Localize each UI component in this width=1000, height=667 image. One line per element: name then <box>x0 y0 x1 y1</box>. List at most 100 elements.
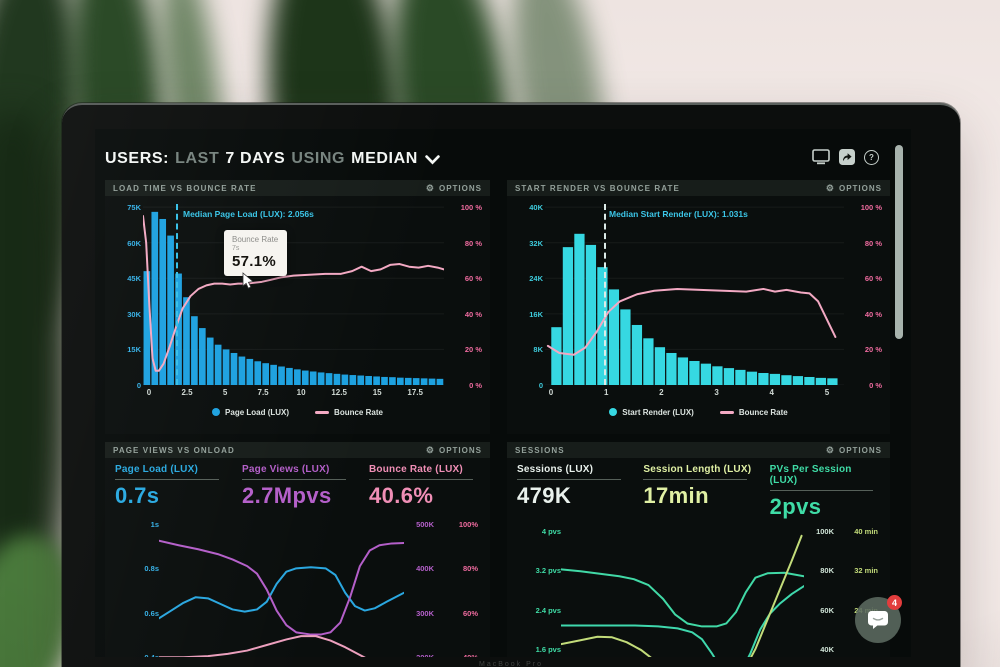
y-axis-label: 40% <box>434 653 478 657</box>
metric-value: 0.7s <box>115 483 160 508</box>
display-icon[interactable] <box>812 149 830 165</box>
x-axis-label: 3 <box>714 388 719 397</box>
legend-swatch-line <box>315 410 330 414</box>
page-load-lux-line <box>159 567 404 618</box>
panel-title: SESSIONS <box>515 445 565 455</box>
plot-area[interactable] <box>545 200 844 385</box>
title-part: MEDIAN <box>351 150 418 167</box>
bounce-rate-lux-line <box>159 636 404 657</box>
histogram-bar <box>412 378 420 385</box>
y-axis-label: 0.4s <box>117 653 159 657</box>
title-part: LAST <box>175 150 220 167</box>
chat-button[interactable]: 4 <box>855 595 902 643</box>
options-button[interactable]: ⚙ OPTIONS <box>426 445 482 455</box>
histogram-bar <box>317 372 325 385</box>
x-axis-label: 0 <box>146 388 152 397</box>
metric-value: 17min <box>643 483 709 508</box>
tooltip-label: Bounce Rate <box>232 235 279 244</box>
metric-value: 479K <box>517 483 572 508</box>
histogram-bar <box>373 376 380 385</box>
chevron-down-icon[interactable] <box>425 155 440 165</box>
panel-title: LOAD TIME VS BOUNCE RATE <box>113 183 257 193</box>
pvs-per-session-lux-line <box>561 569 804 626</box>
legend-swatch-line <box>719 410 734 414</box>
histogram-bar <box>286 367 293 385</box>
y-axis-label: 60 % <box>864 274 882 284</box>
metric-row: Sessions (LUX) 479K Session Length (LUX) 17… <box>507 458 890 522</box>
median-annotation: Median Page Load (LUX): 2.056s <box>183 209 314 219</box>
title-part: 7 DAYS <box>225 150 286 167</box>
metric-session-length-lux: Session Length (LUX) 17min <box>643 464 753 520</box>
y-axis-left: 75K 60K 45K 30K 15K 0 <box>111 200 143 390</box>
y-axis-label: 1s <box>150 519 159 529</box>
x-axis: 0 2.5 5 7.5 10 12.5 15 17.5 <box>146 388 438 401</box>
y-axis-label: 40 % <box>864 309 882 319</box>
gear-icon: ⚙ <box>425 182 435 193</box>
histogram-bar <box>666 352 677 385</box>
y-axis-left: 1s 0.8s 0.6s 0.4s <box>117 515 159 657</box>
histogram-bar <box>792 376 804 385</box>
histogram-bar <box>183 297 190 385</box>
plot-area[interactable] <box>159 515 404 657</box>
page-title[interactable]: USERS: LAST 7 DAYS USING MEDIAN <box>105 150 418 168</box>
y-axis-label: 100% <box>458 519 478 529</box>
legend-label: Bounce Rate <box>738 407 788 417</box>
histogram-bar <box>167 235 174 385</box>
median-line <box>604 203 607 385</box>
legend-swatch-dot <box>212 408 221 416</box>
histogram-bar <box>175 273 182 385</box>
histogram-bar <box>349 375 357 385</box>
histogram-bar <box>143 271 151 385</box>
plot-svg <box>143 200 444 385</box>
options-button[interactable]: ⚙ OPTIONS <box>826 445 882 455</box>
x-axis-label: 17.5 <box>407 388 423 397</box>
tooltip: Bounce Rate 7s 57.1% <box>224 230 288 276</box>
chart-pageviews[interactable]: 1s 0.8s 0.6s 0.4s 500K 400K 300K 200K 100% 80% 60%… <box>105 511 490 657</box>
metric-underline <box>115 479 220 480</box>
plot-area[interactable] <box>561 526 804 657</box>
histogram-bar <box>562 247 574 385</box>
options-button[interactable]: ⚙ OPTIONS <box>826 183 882 193</box>
histogram-bar <box>608 289 620 385</box>
plot-area[interactable] <box>143 200 444 385</box>
histogram-bar <box>804 376 815 385</box>
legend-item[interactable]: Page Load (LUX) <box>212 408 289 417</box>
histogram-bar <box>214 344 222 385</box>
x-axis-label: 2.5 <box>181 388 193 397</box>
y-axis-label: 0 <box>538 381 543 390</box>
share-icon[interactable] <box>839 149 855 165</box>
metric-label: Sessions (LUX) <box>517 464 594 475</box>
histogram-bar <box>420 378 428 385</box>
histogram-bar <box>428 378 436 385</box>
y-axis-label: 32 min <box>854 566 878 576</box>
y-axis-label: 1.6 pvs <box>535 645 561 655</box>
histogram-bar <box>151 211 159 385</box>
median-annotation: Median Start Render (LUX): 1.031s <box>609 209 748 219</box>
x-axis-label: 12.5 <box>331 388 347 397</box>
x-axis-label: 5 <box>222 388 228 397</box>
dashboard-header: USERS: LAST 7 DAYS USING MEDIAN ? <box>105 143 901 175</box>
histogram-bar <box>389 377 396 385</box>
legend-item[interactable]: Bounce Rate <box>719 407 788 417</box>
y-axis-label: 60K <box>820 605 834 615</box>
scrollbar[interactable] <box>895 145 903 339</box>
header-icon-group: ? <box>812 149 879 165</box>
chart-sessions[interactable]: 4 pvs 3.2 pvs 2.4 pvs 1.6 pvs 100K 80K 60K 40K 4… <box>507 522 890 657</box>
options-button[interactable]: ⚙ OPTIONS <box>425 182 482 193</box>
sessions-lux-line <box>561 586 804 657</box>
y-axis-label: 40 min <box>854 526 878 536</box>
legend-item[interactable]: Bounce Rate <box>315 408 383 417</box>
histogram-bar <box>585 244 597 385</box>
legend-item[interactable]: Start Render (LUX) <box>609 408 694 417</box>
metric-underline <box>242 479 347 480</box>
y-axis-right: 100 % 80 % 60 % 40 % 20 % 0 % <box>444 200 484 390</box>
legend-swatch-dot <box>609 408 618 416</box>
chart-row: 40K 32K 24K 16K 8K 0 100 % 80 % 60 % 40 % 20 % 0 % <box>513 200 884 390</box>
help-icon[interactable]: ? <box>864 149 879 165</box>
histogram-bar <box>597 267 608 385</box>
chart-start-render[interactable]: 40K 32K 24K 16K 8K 0 100 % 80 % 60 % 40 % 20 % 0 % 0… <box>507 196 890 401</box>
histogram-bar <box>270 364 277 385</box>
y-axis-label: 20 % <box>464 345 482 355</box>
chart-load-time[interactable]: 75K 60K 45K 30K 15K 0 100 % 80 % 60 % 40 % 20 % 0 %… <box>105 196 490 401</box>
